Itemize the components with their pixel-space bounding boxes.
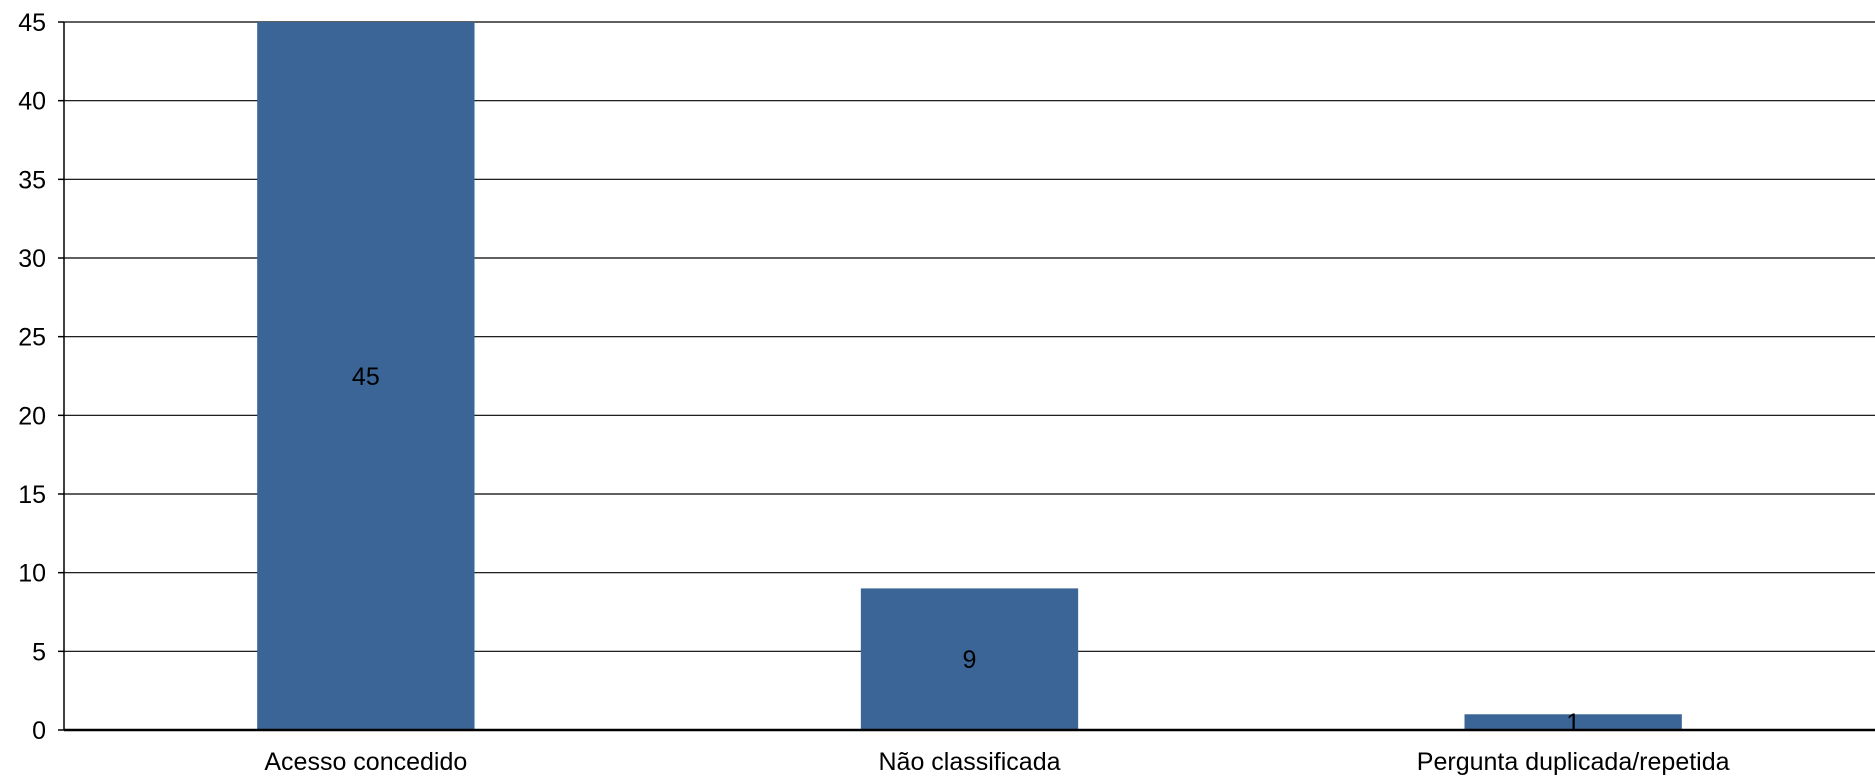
y-tick-label: 0 — [32, 717, 46, 745]
y-tick-label: 5 — [32, 638, 46, 666]
data-label: 1 — [1566, 709, 1580, 737]
y-tick-label: 45 — [18, 9, 46, 37]
y-tick-label: 15 — [18, 481, 46, 509]
x-category-label: Pergunta duplicada/repetida — [1417, 748, 1730, 776]
y-tick-label: 10 — [18, 560, 46, 588]
bars — [257, 22, 1682, 730]
axes — [58, 21, 1875, 732]
y-tick-label: 40 — [18, 88, 46, 116]
labels: 0 5 10 15 20 25 30 35 40 45 45 Acesso concedido 9 Não… — [18, 9, 1729, 776]
y-tick-label: 35 — [18, 166, 46, 194]
y-tick-label: 25 — [18, 324, 46, 352]
bar — [257, 22, 475, 730]
data-label: 45 — [352, 363, 380, 391]
data-label: 9 — [963, 646, 977, 674]
bar — [860, 588, 1079, 730]
y-tick-label: 30 — [18, 245, 46, 273]
x-category-label: Não classificada — [878, 748, 1060, 776]
x-category-label: Acesso concedido — [264, 748, 467, 776]
bar — [1464, 714, 1682, 730]
y-tick-label: 20 — [18, 402, 46, 430]
